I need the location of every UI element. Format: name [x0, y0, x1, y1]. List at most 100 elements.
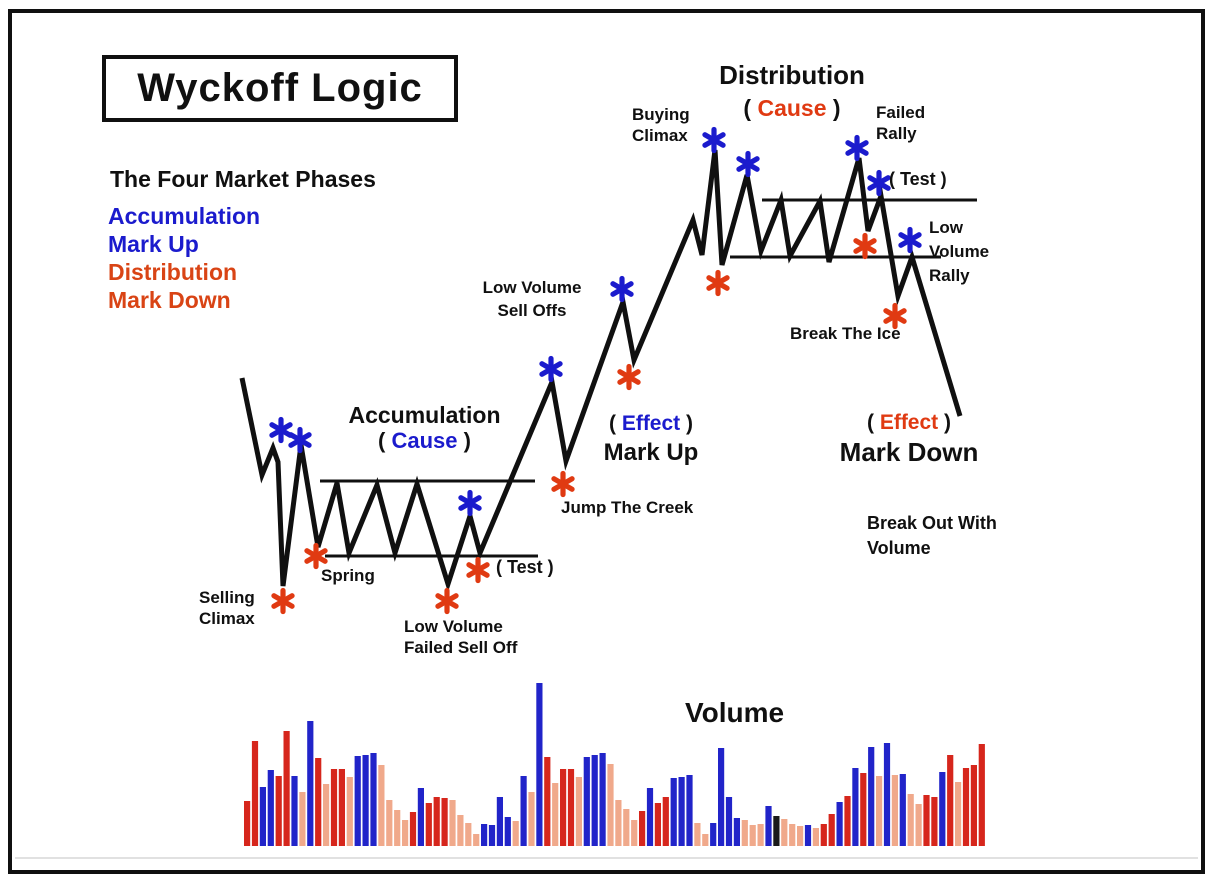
red-asterisk-marker [706, 269, 730, 297]
price-line [239, 149, 963, 593]
volume-bar [244, 801, 251, 846]
distribution-cause-label: ( Cause ) [743, 95, 841, 121]
failed-rally-label: Failed Rally [876, 103, 926, 143]
blue-asterisk-marker [867, 169, 891, 197]
volume-bar [923, 795, 930, 846]
volume-bar [323, 784, 330, 846]
volume-bar [481, 824, 488, 846]
volume-bar [678, 777, 685, 846]
volume-bar [394, 810, 401, 846]
low-volume-sell-offs-label: Low Volume Sell Offs [482, 278, 582, 320]
volume-bar [694, 823, 701, 846]
volume-bar [441, 798, 448, 846]
volume-bar [899, 774, 906, 846]
volume-bar [354, 756, 361, 846]
volume-bar [765, 806, 772, 846]
scan-artifact-line [15, 857, 1198, 859]
volume-bar [504, 817, 511, 846]
volume-bar [465, 823, 472, 846]
volume-bar [631, 820, 638, 846]
volume-bar [583, 757, 590, 846]
spring-label: Spring [321, 566, 375, 585]
red-asterisk-marker [271, 587, 295, 615]
legend-item-mark-up: Mark Up [108, 231, 199, 257]
volume-bar [425, 803, 432, 846]
volume-bar [789, 824, 796, 846]
markup-phase-label: Mark Up [603, 439, 699, 466]
volume-bar [417, 788, 424, 846]
volume-bar [947, 755, 954, 846]
volume-bar [386, 800, 393, 846]
volume-section-title: Volume [685, 697, 785, 728]
volume-bar [741, 820, 748, 846]
volume-bar [291, 776, 298, 846]
blue-asterisk-marker [845, 134, 869, 162]
volume-bar [528, 792, 535, 846]
volume-bar [804, 825, 812, 846]
blue-asterisk-marker [702, 126, 726, 154]
outer-frame [8, 9, 1205, 874]
volume-bar [820, 824, 827, 846]
volume-bar [883, 743, 891, 846]
volume-bar [346, 777, 353, 846]
accumulation-test-label: ( Test ) [496, 557, 554, 577]
volume-bar [757, 824, 764, 846]
volume-bar [362, 755, 369, 846]
volume-bar [536, 683, 543, 846]
volume-bar [560, 769, 567, 846]
volume-bar [733, 818, 740, 846]
low-volume-failed-sell-off-label: Low Volume Failed Sell Off [404, 617, 518, 657]
blue-asterisk-marker [610, 275, 634, 303]
volume-bar [283, 731, 290, 846]
volume-bar [702, 834, 709, 846]
volume-bar [378, 765, 385, 846]
volume-bar [338, 769, 345, 846]
red-asterisk-marker [853, 232, 877, 260]
volume-bar [891, 775, 898, 846]
blue-asterisk-marker [539, 355, 563, 383]
volume-bar [646, 788, 654, 846]
volume-bar [599, 753, 606, 846]
volume-bar [544, 757, 551, 846]
volume-bar [718, 748, 725, 846]
page-title: Wyckoff Logic [137, 66, 423, 110]
volume-bar [797, 826, 804, 846]
title-box: Wyckoff Logic [102, 55, 458, 122]
markdown-phase-label: Mark Down [839, 437, 979, 467]
volume-bar [970, 765, 977, 846]
volume-bar [812, 828, 819, 846]
volume-bar [607, 764, 614, 846]
volume-bar [868, 747, 875, 846]
volume-bar [844, 796, 851, 846]
legend-heading: The Four Market Phases [110, 166, 376, 192]
volume-bar [836, 802, 843, 846]
buying-climax-label: Buying Climax [632, 105, 690, 145]
red-asterisk-marker [617, 363, 641, 391]
accumulation-phase-title: Accumulation [348, 402, 501, 428]
volume-bar [259, 787, 266, 846]
volume-bar [773, 816, 780, 846]
distribution-test-label: ( Test ) [889, 169, 947, 189]
markup-effect-label: ( Effect ) [608, 412, 693, 435]
volume-bar [907, 794, 914, 846]
markdown-effect-label: ( Effect ) [866, 411, 951, 434]
volume-bar [686, 775, 693, 846]
volume-bar [457, 815, 464, 846]
volume-bar [520, 776, 527, 846]
volume-bar [591, 755, 598, 846]
legend-item-distribution: Distribution [108, 259, 238, 285]
volume-bar [567, 769, 575, 846]
volume-bar [852, 768, 859, 846]
volume-bars [244, 683, 985, 846]
volume-bar [828, 814, 835, 846]
selling-climax-label: Selling Climax [199, 588, 255, 628]
volume-bar [962, 768, 970, 846]
blue-asterisk-marker [269, 416, 293, 444]
volume-bar [575, 777, 582, 846]
volume-bar [449, 800, 456, 846]
volume-bar [512, 821, 519, 846]
blue-asterisk-marker [898, 226, 922, 254]
volume-bar [623, 809, 630, 846]
volume-bar [433, 797, 440, 846]
